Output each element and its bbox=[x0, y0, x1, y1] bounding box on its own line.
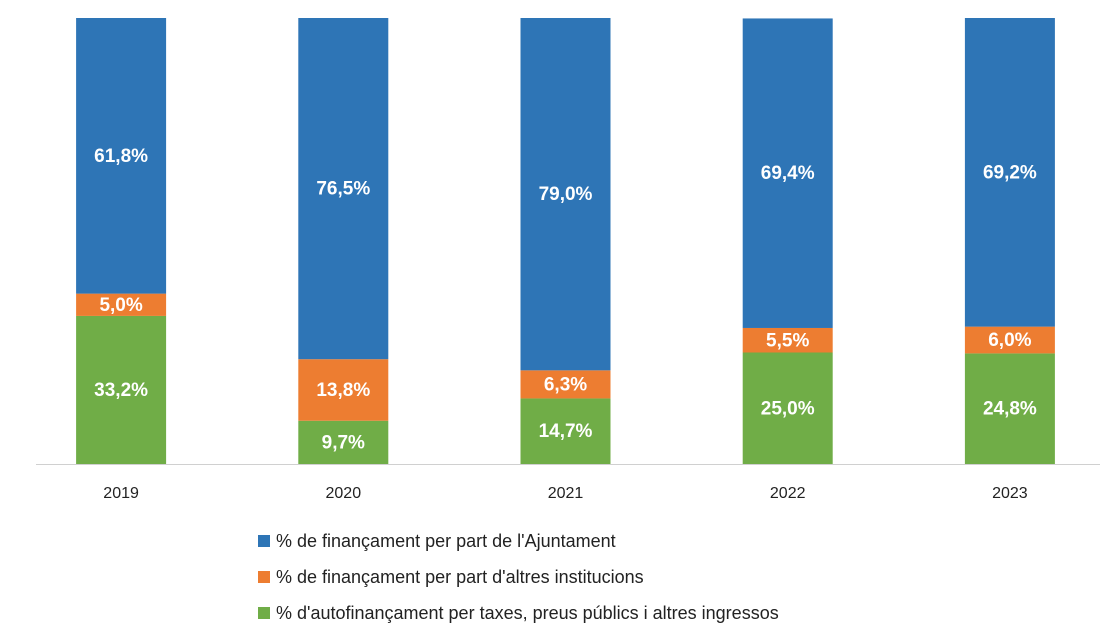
x-tick-label: 2020 bbox=[326, 485, 362, 502]
bar-segment bbox=[298, 18, 389, 360]
bar-segment bbox=[964, 326, 1055, 354]
data-label: 6,3% bbox=[544, 374, 587, 395]
bar-segment bbox=[520, 18, 611, 371]
data-label: 79,0% bbox=[539, 184, 593, 205]
legend-swatch bbox=[258, 607, 270, 619]
x-tick-label: 2021 bbox=[548, 485, 584, 502]
bar-segment bbox=[964, 18, 1055, 327]
data-label: 9,7% bbox=[322, 432, 365, 453]
bar-segment bbox=[76, 293, 167, 316]
x-tick-label: 2019 bbox=[103, 485, 139, 502]
legend-swatch bbox=[258, 571, 270, 583]
bar-segment bbox=[742, 327, 833, 353]
data-label: 24,8% bbox=[983, 399, 1037, 420]
legend-label: % de finançament per part d'altres insti… bbox=[276, 567, 644, 587]
data-label: 25,0% bbox=[761, 398, 815, 419]
data-label: 76,5% bbox=[316, 179, 370, 200]
data-label: 69,2% bbox=[983, 162, 1037, 183]
bar-segment bbox=[76, 18, 167, 294]
data-label: 69,4% bbox=[761, 163, 815, 184]
legend-swatch bbox=[258, 535, 270, 547]
data-label: 61,8% bbox=[94, 146, 148, 167]
data-label: 5,5% bbox=[766, 330, 809, 351]
bar-segment bbox=[520, 370, 611, 399]
data-label: 14,7% bbox=[539, 421, 593, 442]
bar-segment bbox=[298, 420, 389, 464]
data-label: 33,2% bbox=[94, 380, 148, 401]
data-label: 13,8% bbox=[316, 380, 370, 401]
bar-segment bbox=[742, 352, 833, 464]
bar-segment bbox=[520, 398, 611, 464]
x-tick-label: 2022 bbox=[770, 485, 806, 502]
bar-segment bbox=[964, 353, 1055, 464]
bar-segment bbox=[298, 359, 389, 421]
data-label: 5,0% bbox=[99, 295, 142, 316]
x-tick-label: 2023 bbox=[992, 485, 1028, 502]
data-label: 6,0% bbox=[988, 330, 1031, 351]
legend-label: % de finançament per part de l'Ajuntamen… bbox=[276, 531, 616, 551]
legend-label: % d'autofinançament per taxes, preus púb… bbox=[276, 603, 779, 623]
bar-segment bbox=[742, 18, 833, 328]
bar-segment bbox=[76, 315, 167, 464]
